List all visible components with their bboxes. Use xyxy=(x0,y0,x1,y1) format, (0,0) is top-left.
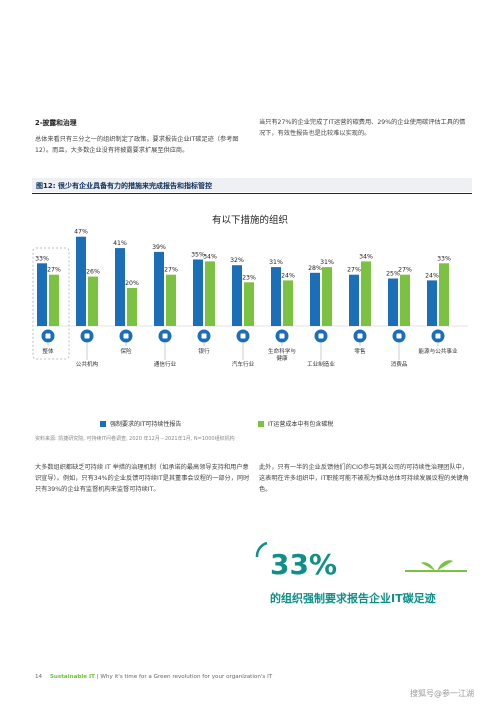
umbrella-icon-glyph xyxy=(123,333,129,339)
globe-icon-glyph xyxy=(45,333,51,339)
bar-green xyxy=(400,274,410,326)
footer-subtitle: | Why it's time for a Green revolution f… xyxy=(96,674,273,680)
data-label: 27% xyxy=(47,267,61,274)
watermark: 搜狐号@参一江湖 xyxy=(410,689,474,698)
bar-blue xyxy=(388,278,398,326)
bar-blue xyxy=(349,274,359,326)
bar-green xyxy=(244,282,254,326)
callout-frame xyxy=(255,541,467,572)
bar-green xyxy=(49,274,59,326)
callout-number: 33% xyxy=(270,548,338,581)
bar-blue xyxy=(310,272,320,326)
factory-icon-glyph xyxy=(318,333,324,339)
data-label: 31% xyxy=(320,259,334,266)
callout-caption: 的组织强制要求报告企业IT碳足迹 xyxy=(270,592,436,605)
bank-icon-glyph xyxy=(201,333,207,339)
category-label: 能源与公共事业 xyxy=(418,347,458,355)
bar-green xyxy=(361,261,371,326)
bar-blue xyxy=(193,259,203,326)
bar-green xyxy=(88,276,98,326)
data-label: 32% xyxy=(230,257,244,264)
data-label: 33% xyxy=(35,255,49,262)
bar-blue xyxy=(115,248,125,326)
data-label: 47% xyxy=(74,229,88,236)
footer: 14 Sustainable IT | Why it's time for a … xyxy=(35,674,272,680)
data-label: 24% xyxy=(425,272,439,279)
pill-icon-glyph xyxy=(279,333,285,339)
category-label: 工业制造业 xyxy=(307,360,335,368)
data-label: 33% xyxy=(437,255,451,262)
bar-green xyxy=(166,274,176,326)
data-label: 27% xyxy=(347,267,361,274)
leaf-icon xyxy=(421,560,453,571)
bar-blue xyxy=(427,280,437,326)
category-label: 生命科学与 xyxy=(268,347,296,355)
bar-green xyxy=(322,267,332,326)
figure-title: 图12: 很少有企业具备有力的措施来完成报告和指标管控 xyxy=(36,182,212,190)
data-label: 23% xyxy=(242,274,256,281)
data-label: 20% xyxy=(125,280,139,287)
cart-icon-glyph xyxy=(357,333,363,339)
bar-green xyxy=(205,261,215,326)
energy-icon-glyph xyxy=(435,333,441,339)
bar-blue xyxy=(154,251,164,326)
bar-green xyxy=(439,263,449,326)
car-icon-glyph xyxy=(240,333,246,339)
legend-swatch-blue xyxy=(100,420,106,427)
data-label: 25% xyxy=(386,271,400,278)
footer-brand: Sustainable IT xyxy=(49,674,95,680)
legend-item-blue: 强制要求的IT可持续性报告 xyxy=(100,419,181,428)
data-label: 27% xyxy=(398,267,412,274)
data-label: 24% xyxy=(281,272,295,279)
bar-blue xyxy=(76,236,86,326)
section-heading: 2-披露和治理 xyxy=(35,119,77,127)
data-label: 27% xyxy=(164,267,178,274)
bottom-left-paragraph: 大多数组织都缺乏可持续 IT 举措的治理机制（如承诺的最高领导支持和用户意识宣导… xyxy=(35,464,250,493)
category-label: 保险 xyxy=(120,347,132,355)
wifi-icon-glyph xyxy=(162,333,168,339)
right-paragraph: 当只有27%的企业完成了IT运营的碳费用、29%的企业使用碳评估工具的情况下，有… xyxy=(259,119,466,137)
category-label: 消费品 xyxy=(391,360,408,368)
bar-blue xyxy=(271,267,281,326)
legend-swatch-green xyxy=(258,420,264,427)
figure-rule xyxy=(32,193,472,194)
data-label: 34% xyxy=(359,253,373,260)
data-label: 39% xyxy=(152,244,166,251)
data-label: 34% xyxy=(203,253,217,260)
legend-label-blue: 强制要求的IT可持续性报告 xyxy=(110,421,182,428)
category-label: 整体 xyxy=(42,347,54,355)
category-label: 零售 xyxy=(354,347,366,355)
category-label: 银行 xyxy=(198,347,210,355)
callout-bracket xyxy=(255,541,268,558)
bar-green xyxy=(127,288,137,326)
category-label: 公共机构 xyxy=(76,360,99,368)
figure-source: 资料来源: 凯捷研究院, 可持续IT问卷调查, 2020 年12月－2021年1… xyxy=(35,436,235,442)
data-label: 35% xyxy=(191,252,205,259)
bottom-right-paragraph: 此外，只有一半的企业反馈他们的CIO参与到其公司的可持续性治理团队中，这表明在许… xyxy=(259,464,469,493)
section-paragraph: 总体来看只有三分之一的组织制定了政策，要求报告企业IT碳足迹（参考图12）。而且… xyxy=(35,136,239,154)
bar-blue xyxy=(232,265,242,326)
bar-green xyxy=(283,280,293,326)
legend-item-green: IT运营成本中有包含碳税 xyxy=(258,419,333,428)
legend-label-green: IT运营成本中有包含碳税 xyxy=(268,421,334,428)
category-label: 通信行业 xyxy=(154,360,177,368)
category-label: 汽车行业 xyxy=(232,360,255,368)
building-icon-glyph xyxy=(84,333,90,339)
data-label: 31% xyxy=(269,259,283,266)
data-label: 41% xyxy=(113,240,127,247)
bag-icon-glyph xyxy=(396,333,402,339)
category-label: 健康 xyxy=(276,354,288,362)
page-number: 14 xyxy=(35,674,43,680)
data-label: 28% xyxy=(308,265,322,272)
figure-title-bar xyxy=(32,178,472,192)
bar-blue xyxy=(37,263,47,326)
chart-title: 有以下措施的组织 xyxy=(211,215,288,226)
data-label: 26% xyxy=(86,269,100,276)
